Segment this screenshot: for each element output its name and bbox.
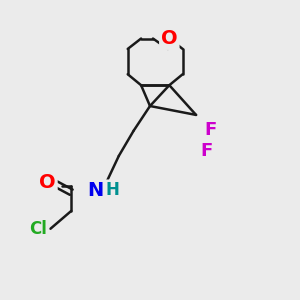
Text: F: F: [200, 142, 213, 160]
Text: O: O: [161, 29, 178, 48]
Text: Cl: Cl: [30, 220, 47, 238]
Text: F: F: [205, 121, 217, 139]
Text: N: N: [87, 181, 103, 200]
Text: H: H: [106, 181, 120, 199]
Text: O: O: [39, 173, 56, 192]
